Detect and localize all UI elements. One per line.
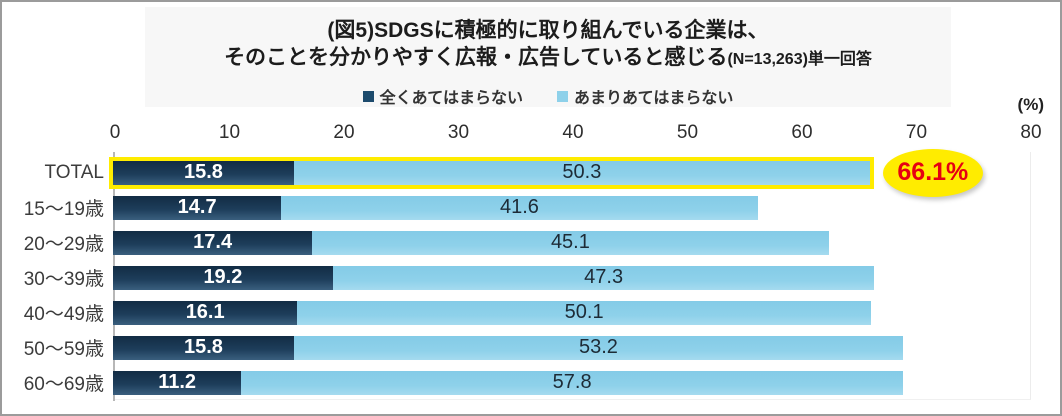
percent-unit-label: (%) [1017, 95, 1044, 114]
bar-row: TOTAL 15.8 50.3 66.1% [2, 148, 1060, 197]
plot-area [115, 152, 1031, 400]
x-axis-tick: 20 [333, 122, 355, 143]
chart-title-line2-text: そのことを分かりやすく広報・広告していると感じる [224, 46, 728, 69]
bar-segment-light: 47.3 [332, 265, 875, 290]
legend-swatch-icon [557, 90, 568, 102]
bar-segment-dark: 17.4 [113, 230, 313, 255]
bar-segment-light: 45.1 [312, 230, 829, 255]
category-label: 30〜39歳 [23, 269, 104, 290]
total-annotation-text: 66.1% [897, 158, 969, 186]
bar-value-label: 47.3 [584, 266, 624, 288]
bar-value-label: 57.8 [552, 371, 592, 393]
bar-segment-light: 53.2 [293, 335, 904, 360]
bar-stack: 14.7 41.6 [113, 195, 758, 220]
category-label: 60〜69歳 [23, 374, 104, 395]
bar-segment-dark: 14.7 [113, 195, 282, 220]
legend-item-1: あまりあてはまらない [557, 84, 733, 108]
bar-segment-light: 50.3 [293, 160, 870, 185]
category-label: TOTAL [44, 161, 104, 183]
legend-item-label: あまりあてはまらない [574, 90, 734, 107]
bar-row: 30〜39歳 19.2 47.3 [2, 260, 1060, 295]
legend-item-0: 全くあてはまらない [362, 84, 523, 108]
chart-header-panel: (図5)SDGSに積極的に取り組んでいる企業は、 そのことを分かりやすく広報・広… [145, 7, 951, 107]
bar-segment-light: 57.8 [241, 370, 904, 395]
bar-track: 17.4 45.1 [113, 230, 1029, 255]
legend: 全くあてはまらない あまりあてはまらない [145, 84, 951, 108]
total-highlight-box: 15.8 50.3 [113, 160, 870, 185]
x-axis-tick: 10 [218, 122, 241, 143]
legend-item-label: 全くあてはまらない [379, 90, 523, 107]
bar-value-label: 50.1 [564, 301, 604, 323]
bar-value-label: 45.1 [550, 231, 590, 253]
bar-value-label: 16.1 [185, 301, 225, 323]
bar-stack: 15.8 53.2 [113, 335, 904, 360]
x-axis-tick: 0 [109, 122, 121, 143]
bar-segment-light: 50.1 [297, 300, 871, 325]
bar-value-label: 19.2 [203, 266, 243, 288]
x-axis-tick: 50 [676, 122, 699, 143]
total-annotation-ellipse: 66.1% [882, 148, 983, 197]
bar-rows: TOTAL 15.8 50.3 66.1% 15〜19歳 14.7 41.6 20〜29歳 17… [2, 148, 1060, 400]
bar-row: 40〜49歳 16.1 50.1 [2, 295, 1060, 330]
x-axis-tick: 70 [905, 122, 928, 143]
bar-stack: 17.4 45.1 [113, 230, 829, 255]
chart-title-line2: そのことを分かりやすく広報・広告していると感じる(N=13,263)単一回答 [145, 44, 951, 73]
bar-track: 19.2 47.3 [113, 265, 1029, 290]
legend-swatch-icon [362, 90, 374, 102]
bar-row: 60〜69歳 11.2 57.8 [2, 365, 1060, 400]
chart-title-line1: (図5)SDGSに積極的に取り組んでいる企業は、 [327, 19, 769, 42]
x-axis-tick: 40 [562, 122, 584, 143]
x-axis-tick: 30 [447, 122, 470, 143]
bar-track: 11.2 57.8 [113, 370, 1029, 395]
x-axis-tick: 60 [791, 122, 813, 143]
bar-value-label: 50.3 [562, 161, 602, 183]
bar-row: 15〜19歳 14.7 41.6 [2, 190, 1060, 225]
bar-value-label: 15.8 [183, 336, 223, 358]
bar-track: 15.8 50.3 66.1% [113, 148, 1029, 197]
bar-track: 14.7 41.6 [113, 195, 1029, 220]
bar-segment-dark: 16.1 [113, 300, 298, 325]
category-label: 20〜29歳 [23, 234, 104, 255]
category-label: 40〜49歳 [23, 304, 104, 325]
bar-track: 15.8 53.2 [113, 335, 1029, 360]
category-label: 50〜59歳 [23, 339, 104, 360]
bar-segment-dark: 11.2 [113, 370, 242, 395]
bar-row: 50〜59歳 15.8 53.2 [2, 330, 1060, 365]
bar-track: 16.1 50.1 [113, 300, 1029, 325]
bar-stack: 11.2 57.8 [113, 370, 904, 395]
bar-value-label: 53.2 [579, 336, 618, 358]
bar-stack: 16.1 50.1 [113, 300, 871, 325]
bar-segment-light: 41.6 [281, 195, 758, 220]
bar-value-label: 41.6 [499, 196, 539, 218]
x-axis-tick: 80 [1020, 122, 1042, 143]
chart-title-sample-size: (N=13,263)単一回答 [727, 51, 872, 68]
bar-value-label: 15.8 [183, 161, 223, 183]
bar-value-label: 14.7 [177, 196, 217, 218]
bar-segment-dark: 15.8 [113, 335, 294, 360]
x-axis: 0 10 20 30 40 50 60 70 80 [110, 122, 1042, 146]
bar-row: 20〜29歳 17.4 45.1 [2, 225, 1060, 260]
bar-stack: 19.2 47.3 [113, 265, 875, 290]
bar-segment-dark: 19.2 [113, 265, 333, 290]
bar-value-label: 17.4 [193, 231, 233, 253]
category-label: 15〜19歳 [23, 199, 104, 220]
bar-segment-dark: 15.8 [113, 160, 294, 185]
bar-value-label: 11.2 [158, 371, 197, 393]
